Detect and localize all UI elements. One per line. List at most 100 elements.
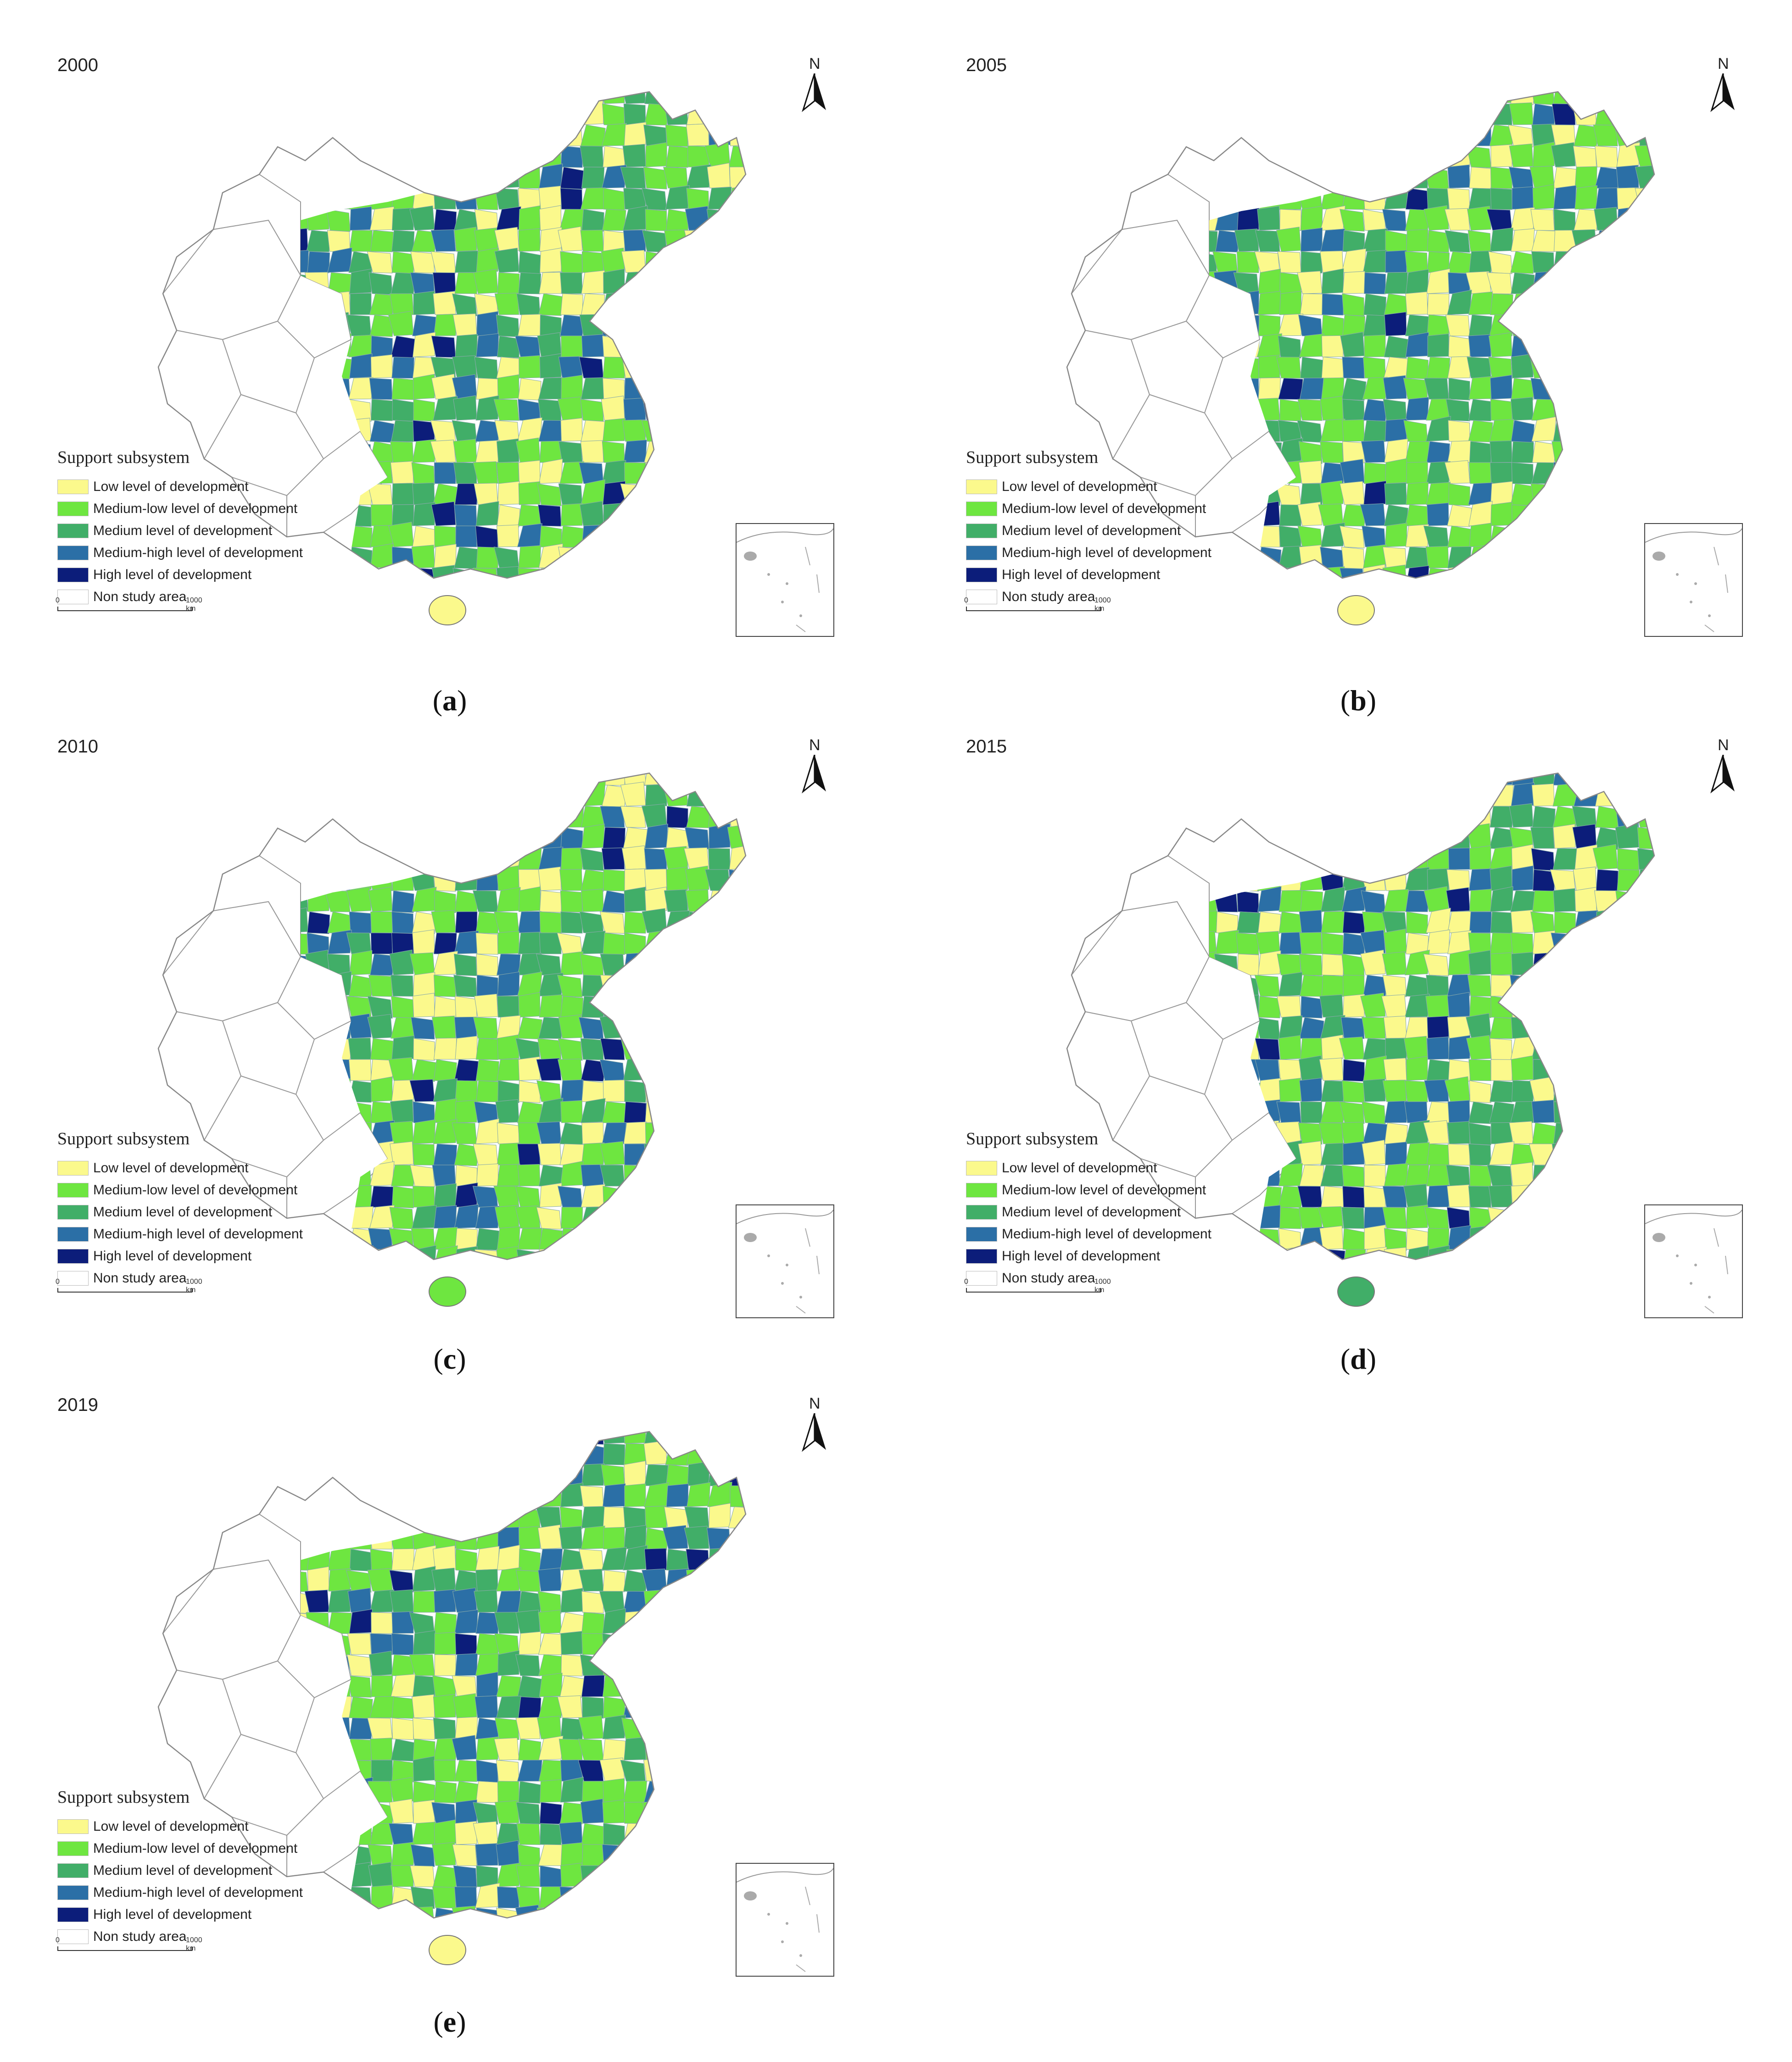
prefecture-region: [306, 230, 331, 252]
prefecture-region: [1594, 293, 1618, 315]
prefecture-region: [748, 912, 772, 933]
prefecture-region: [580, 1206, 606, 1229]
prefecture-region: [1509, 803, 1534, 828]
prefecture-region: [306, 1057, 329, 1081]
scale-bar-line: [966, 607, 1101, 611]
prefecture-region: [751, 1422, 772, 1443]
legend-label: Low level of development: [93, 479, 249, 494]
prefecture-region: [306, 184, 329, 210]
prefecture-region: [1530, 354, 1555, 379]
prefecture-region: [412, 1143, 435, 1165]
prefecture-region: [1638, 1182, 1654, 1208]
prefecture-region: [536, 1207, 562, 1230]
prefecture-region: [1511, 272, 1535, 295]
prefecture-region: [1444, 208, 1470, 231]
prefecture-region: [623, 1654, 647, 1677]
prefecture-region: [1510, 890, 1535, 913]
prefecture-region: [1212, 121, 1238, 146]
prefecture-region: [434, 1183, 457, 1208]
prefecture-region: [1406, 482, 1429, 505]
prefecture-region: [1574, 209, 1599, 231]
prefecture-region: [727, 1432, 746, 1444]
legend-label: Low level of development: [1002, 1160, 1157, 1176]
prefecture-region: [1299, 1077, 1323, 1102]
prefecture-region: [539, 92, 562, 105]
legend-item: Medium-low level of development: [966, 1179, 1211, 1201]
prefecture-region: [518, 1696, 542, 1719]
prefecture-region: [644, 504, 669, 527]
prefecture-region: [473, 1017, 498, 1039]
prefecture-region: [1574, 1165, 1597, 1187]
prefecture-region: [518, 545, 541, 568]
prefecture-region: [705, 773, 731, 786]
prefecture-region: [728, 1122, 746, 1145]
prefecture-region: [1596, 1165, 1618, 1187]
prefecture-region: [1552, 1059, 1576, 1081]
prefecture-region: [433, 313, 457, 336]
prefecture-region: [346, 1654, 372, 1677]
prefecture-region: [349, 1505, 372, 1528]
prefecture-region: [325, 1886, 351, 1908]
prefecture-region: [1216, 544, 1239, 568]
prefecture-region: [1659, 1165, 1681, 1187]
prefecture-region: [665, 145, 690, 168]
prefecture-region: [1257, 845, 1280, 870]
prefecture-region: [1426, 975, 1449, 997]
prefecture-region: [603, 1654, 625, 1677]
prefecture-region: [1360, 930, 1386, 954]
prefecture-region: [1613, 783, 1639, 807]
prefecture-region: [726, 785, 746, 807]
prefecture-region: [644, 886, 667, 912]
prefecture-region: [1511, 441, 1534, 463]
prefecture-region: [645, 1884, 667, 1908]
prefecture-region: [1553, 396, 1577, 421]
prefecture-region: [1319, 1058, 1344, 1081]
prefecture-region: [1342, 419, 1365, 442]
map-panel-2015: 2015 N Support subsystem Low level of devel…: [964, 736, 1774, 1333]
prefecture-region: [686, 164, 711, 189]
non-study-region: [286, 430, 389, 538]
prefecture-region: [475, 1442, 498, 1465]
prefecture-region: [707, 1185, 732, 1208]
prefecture-region: [665, 525, 688, 548]
prefecture-region: [389, 1228, 414, 1251]
prefecture-region: [1236, 1080, 1260, 1103]
prefecture-region: [1301, 996, 1323, 1019]
prefecture-region: [496, 1695, 521, 1718]
prefecture-region: [1276, 1101, 1301, 1124]
prefecture-region: [581, 1142, 605, 1165]
prefecture-region: [1574, 1098, 1598, 1123]
prefecture-region: [663, 1059, 688, 1081]
prefecture-region: [496, 206, 521, 231]
prefecture-region: [726, 1781, 746, 1803]
prefecture-region: [1530, 332, 1555, 357]
prefecture-region: [581, 251, 604, 273]
prefecture-region: [494, 1485, 519, 1507]
prefecture-region: [433, 1143, 458, 1166]
prefecture-region: [750, 1655, 774, 1676]
prefecture-region: [645, 1904, 667, 1918]
prefecture-region: [1469, 124, 1491, 146]
prefecture-region: [686, 1629, 709, 1655]
prefecture-region: [1257, 525, 1280, 547]
prefecture-region: [749, 1182, 772, 1207]
prefecture-region: [539, 100, 563, 125]
prefecture-region: [1278, 1059, 1301, 1081]
prefecture-region: [1596, 546, 1618, 568]
prefecture-region: [496, 1760, 519, 1782]
prefecture-region: [729, 888, 746, 912]
prefecture-region: [326, 1464, 351, 1488]
prefecture-region: [1278, 525, 1301, 548]
prefecture-region: [497, 781, 520, 807]
prefecture-region: [1424, 378, 1449, 400]
north-arrow-icon: [802, 73, 826, 112]
prefecture-region: [1636, 1038, 1654, 1061]
prefecture-region: [392, 399, 414, 422]
prefecture-region: [581, 869, 606, 892]
prefecture-region: [603, 1527, 625, 1549]
prefecture-region: [1299, 975, 1324, 997]
prefecture-region: [1614, 92, 1639, 104]
prefecture-region: [413, 1800, 435, 1824]
prefecture-region: [683, 847, 709, 870]
prefecture-region: [518, 504, 542, 527]
